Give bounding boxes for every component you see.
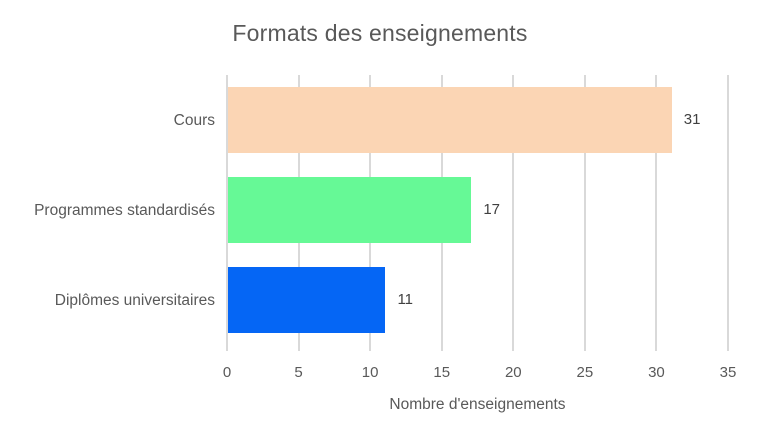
value-label: 17: [483, 201, 501, 218]
x-tick-label: 35: [719, 364, 737, 381]
category-label: Programmes standardisés: [34, 201, 215, 219]
category-label: Cours: [173, 111, 215, 129]
gridline: [226, 75, 228, 351]
gridline: [512, 75, 515, 351]
bar-diplomes-universitaires: [228, 267, 386, 333]
bar-cours: [228, 87, 672, 153]
gridline: [727, 75, 729, 351]
gridline: [655, 75, 658, 351]
x-tick-label: 5: [294, 364, 303, 381]
value-label: 31: [683, 111, 701, 128]
gridline: [583, 75, 586, 351]
chart-title: Formats des enseignements: [232, 20, 528, 46]
x-tick-label: 15: [433, 364, 451, 381]
x-tick-label: 0: [222, 364, 232, 381]
value-label: 11: [397, 291, 414, 308]
bar-programmes-standardises: [228, 177, 472, 243]
x-axis-title: Nombre d'enseignements: [389, 396, 566, 413]
category-label: Diplômes universitaires: [54, 291, 215, 309]
x-tick-label: 30: [648, 364, 665, 381]
x-tick-label: 20: [504, 364, 522, 381]
x-tick-label: 10: [361, 364, 379, 381]
x-tick-label: 25: [576, 364, 594, 381]
